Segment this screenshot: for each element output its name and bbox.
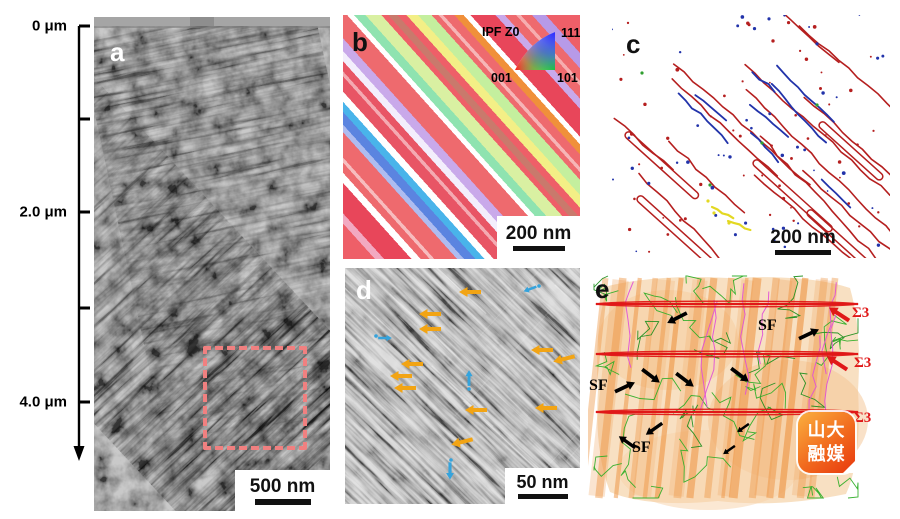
sigma3-label-3: Σ3 bbox=[854, 410, 872, 426]
watermark-logo: 山大 融媒 bbox=[798, 412, 855, 473]
depth-label-4um: 4.0 μm bbox=[19, 393, 67, 411]
ipf-pole-001: 001 bbox=[491, 71, 512, 85]
panel-b-label: b bbox=[352, 27, 368, 57]
scale-bar-a-line bbox=[254, 498, 311, 505]
boundary-line-art bbox=[612, 15, 890, 258]
panel-a-cross-section-micrograph: a 500 nm bbox=[94, 17, 330, 511]
depth-ruler-axis bbox=[73, 24, 90, 461]
roi-dashed-box bbox=[203, 346, 307, 450]
watermark-logo-line2: 融媒 bbox=[807, 443, 846, 464]
yellow-annotation-arrows bbox=[390, 287, 576, 448]
dislocation-network-magenta bbox=[624, 281, 837, 422]
scale-bar-c-line bbox=[775, 250, 831, 255]
scale-bar-d-line bbox=[517, 494, 568, 499]
scale-bar-b-line bbox=[512, 246, 565, 251]
sigma3-label-1: Σ3 bbox=[852, 305, 870, 321]
panel-e-label: e bbox=[595, 274, 610, 304]
sf-label-2: SF bbox=[589, 377, 608, 394]
panel-a-label: a bbox=[110, 37, 125, 67]
ipf-legend-title: IPF Z0 bbox=[482, 25, 520, 39]
ipf-pole-111: 111 bbox=[561, 26, 580, 40]
scale-bar-d: 50 nm bbox=[505, 468, 580, 504]
sf-label-1: SF bbox=[758, 317, 777, 334]
scale-bar-c: 200 nm bbox=[758, 225, 848, 258]
special-boundary-lines-yellow bbox=[710, 205, 752, 232]
depth-ruler: 0 μm 2.0 μm 4.0 μm bbox=[0, 0, 94, 519]
arrow-down-icon bbox=[73, 446, 85, 461]
sf-pointer-arrows bbox=[614, 311, 819, 455]
tem-texture-a bbox=[94, 17, 330, 511]
scale-bar-a: 500 nm bbox=[235, 470, 330, 511]
blue-annotation-arrows bbox=[374, 284, 541, 480]
panel-c-label: c bbox=[626, 29, 641, 59]
panel-e-md-simulation: e SF SF SF Σ3 Σ3 Σ3 山大 融媒 bbox=[588, 270, 900, 516]
twin-boundary-lines-red bbox=[613, 15, 890, 258]
scale-bar-b: 200 nm bbox=[497, 216, 580, 259]
sigma3-label-2: Σ3 bbox=[854, 355, 872, 371]
scale-bar-a-text: 500 nm bbox=[249, 475, 316, 497]
panel-b-ipf-map: b IPF Z0 111 001 101 bbox=[343, 15, 580, 259]
watermark-logo-line1: 山大 bbox=[807, 420, 846, 441]
panel-d-label: d bbox=[356, 275, 372, 305]
ipf-color-triangle-icon bbox=[515, 32, 555, 70]
depth-label-2um: 2.0 μm bbox=[19, 203, 67, 221]
simulation-render bbox=[588, 275, 868, 510]
sigma3-pointer-arrow-1 bbox=[828, 307, 851, 323]
panel-d-hrtem-micrograph: d 50 nm bbox=[345, 268, 580, 504]
sigma3-pointer-arrow-2 bbox=[826, 356, 849, 372]
depth-label-0um: 0 μm bbox=[31, 17, 67, 35]
boundary-dots bbox=[612, 15, 885, 253]
stacking-fault-bands bbox=[588, 277, 839, 499]
scale-bar-c-text: 200 nm bbox=[770, 227, 836, 248]
scale-bar-d-text: 50 nm bbox=[516, 472, 569, 492]
scale-bar-b-text: 200 nm bbox=[505, 223, 572, 244]
grain-boundary-lines-blue bbox=[677, 64, 852, 209]
sigma3-boundary-lines bbox=[595, 300, 859, 416]
sf-label-3: SF bbox=[632, 439, 651, 456]
panel-c-boundary-map: c 200 nm bbox=[612, 15, 890, 258]
ipf-pole-101: 101 bbox=[557, 71, 578, 85]
